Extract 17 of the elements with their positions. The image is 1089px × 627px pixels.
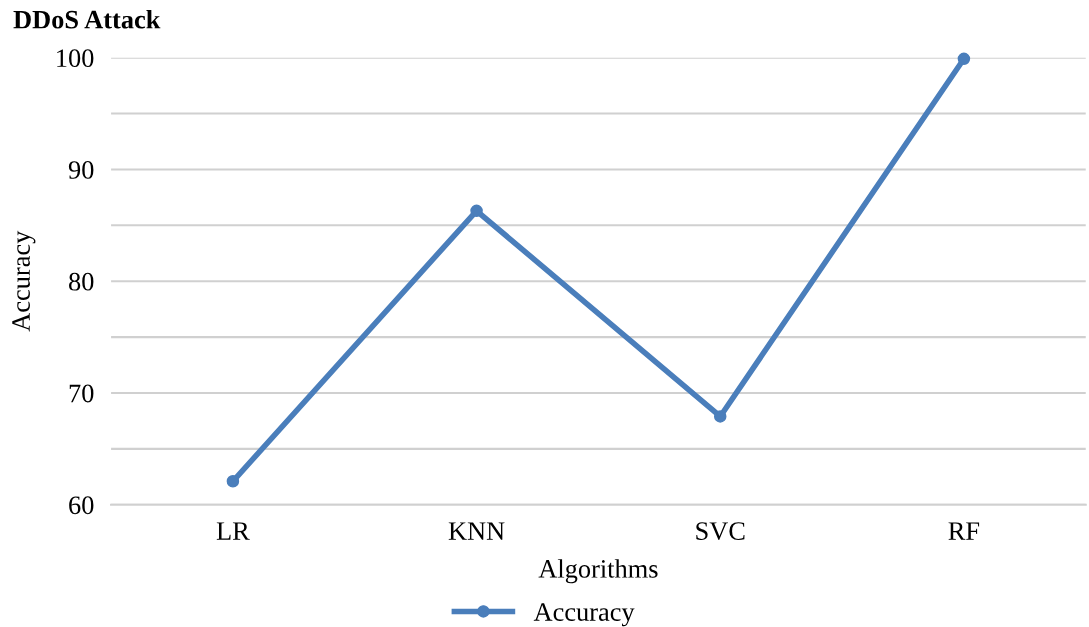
point — [470, 204, 483, 218]
y-tick-label: 60 — [69, 496, 94, 515]
x-tick-label: SVC — [696, 522, 745, 541]
y-tick-label: 90 — [68, 161, 94, 179]
point — [226, 475, 240, 488]
x-tick-label: RF — [948, 522, 980, 540]
y-tick-label: 80 — [69, 272, 94, 291]
x-axis-title: Algorithms — [538, 559, 658, 584]
y-tick-label: 70 — [69, 384, 94, 403]
point — [713, 410, 727, 423]
x-tick-label: KNN — [448, 522, 505, 540]
x-tick-label: LR — [216, 522, 250, 540]
point — [957, 52, 971, 66]
y-tick-label: 100 — [57, 49, 94, 68]
y-axis-title: Accuracy — [12, 230, 36, 332]
chart-title: DDoS Attack — [13, 9, 161, 29]
legend-label: Accuracy — [533, 603, 635, 627]
